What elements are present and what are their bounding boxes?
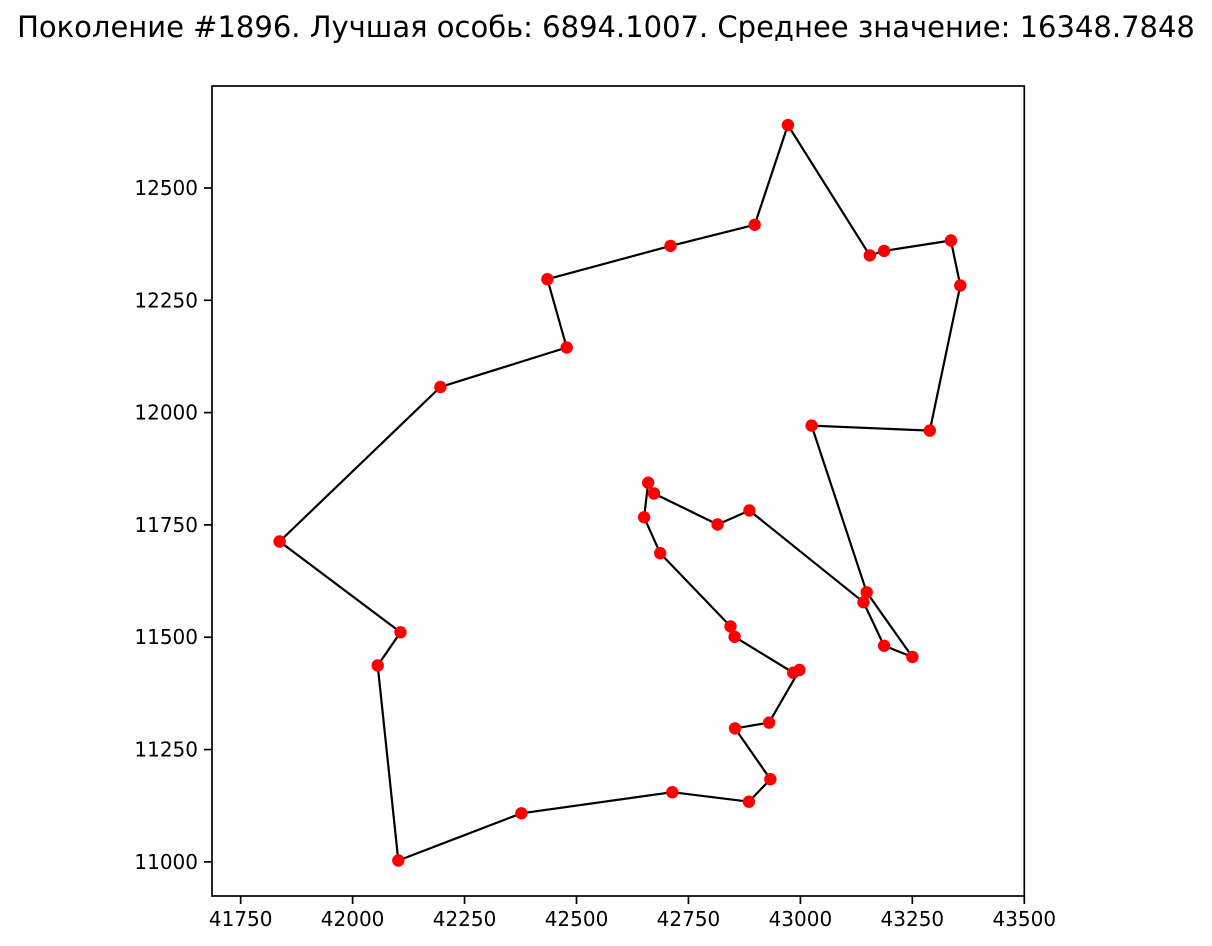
- x-axis-tick-label: 42000: [321, 907, 385, 931]
- city-marker: [944, 234, 958, 247]
- chart-title: Поколение #1896. Лучшая особь: 6894.1007…: [17, 10, 1195, 44]
- x-axis-tick-label: 43500: [992, 907, 1056, 931]
- city-marker: [906, 650, 919, 664]
- city-marker: [793, 663, 806, 677]
- x-axis-tick-label: 43250: [881, 907, 945, 931]
- city-marker: [863, 249, 876, 262]
- city-marker: [711, 518, 724, 531]
- y-axis-tick-label: 11750: [134, 513, 198, 537]
- tour-path: [278, 124, 962, 862]
- city-marker: [728, 722, 742, 735]
- city-marker: [728, 630, 741, 643]
- y-axis-tick-label: 12250: [134, 288, 198, 312]
- x-axis-tick-label: 43000: [769, 907, 833, 931]
- city-marker: [273, 535, 286, 548]
- city-marker: [371, 659, 384, 672]
- city-marker: [877, 639, 891, 652]
- city-marker: [666, 786, 679, 799]
- city-marker: [805, 419, 818, 432]
- city-marker: [860, 586, 873, 599]
- city-marker: [877, 244, 891, 258]
- city-marker: [664, 239, 677, 253]
- y-axis-tick-label: 12500: [134, 176, 198, 200]
- city-marker: [515, 807, 528, 820]
- y-axis-tick-label: 11500: [134, 625, 198, 649]
- city-marker: [392, 854, 405, 867]
- city-marker: [637, 511, 651, 524]
- y-axis-tick-label: 11250: [134, 738, 198, 762]
- x-axis-tick-label: 41750: [209, 907, 273, 931]
- city-marker: [743, 504, 756, 517]
- city-marker: [724, 620, 737, 633]
- city-marker: [762, 716, 776, 729]
- city-marker: [857, 596, 870, 609]
- city-marker: [923, 424, 936, 437]
- x-axis-tick-label: 42750: [657, 907, 721, 931]
- y-axis-tick-label: 11000: [134, 850, 198, 874]
- city-marker: [748, 218, 761, 231]
- city-marker: [642, 476, 655, 489]
- city-marker: [434, 380, 447, 394]
- x-axis-tick-label: 42500: [545, 907, 609, 931]
- city-marker: [647, 487, 661, 500]
- city-marker: [781, 118, 795, 132]
- city-marker: [541, 273, 554, 286]
- city-marker: [394, 626, 407, 639]
- x-axis-tick-label: 42250: [433, 907, 497, 931]
- city-marker: [560, 341, 573, 354]
- city-marker: [764, 773, 777, 786]
- city-marker: [654, 547, 667, 560]
- y-axis-tick-label: 12000: [134, 401, 198, 425]
- city-marker: [954, 279, 967, 292]
- city-marker: [742, 795, 756, 808]
- plot-border: [211, 85, 1026, 897]
